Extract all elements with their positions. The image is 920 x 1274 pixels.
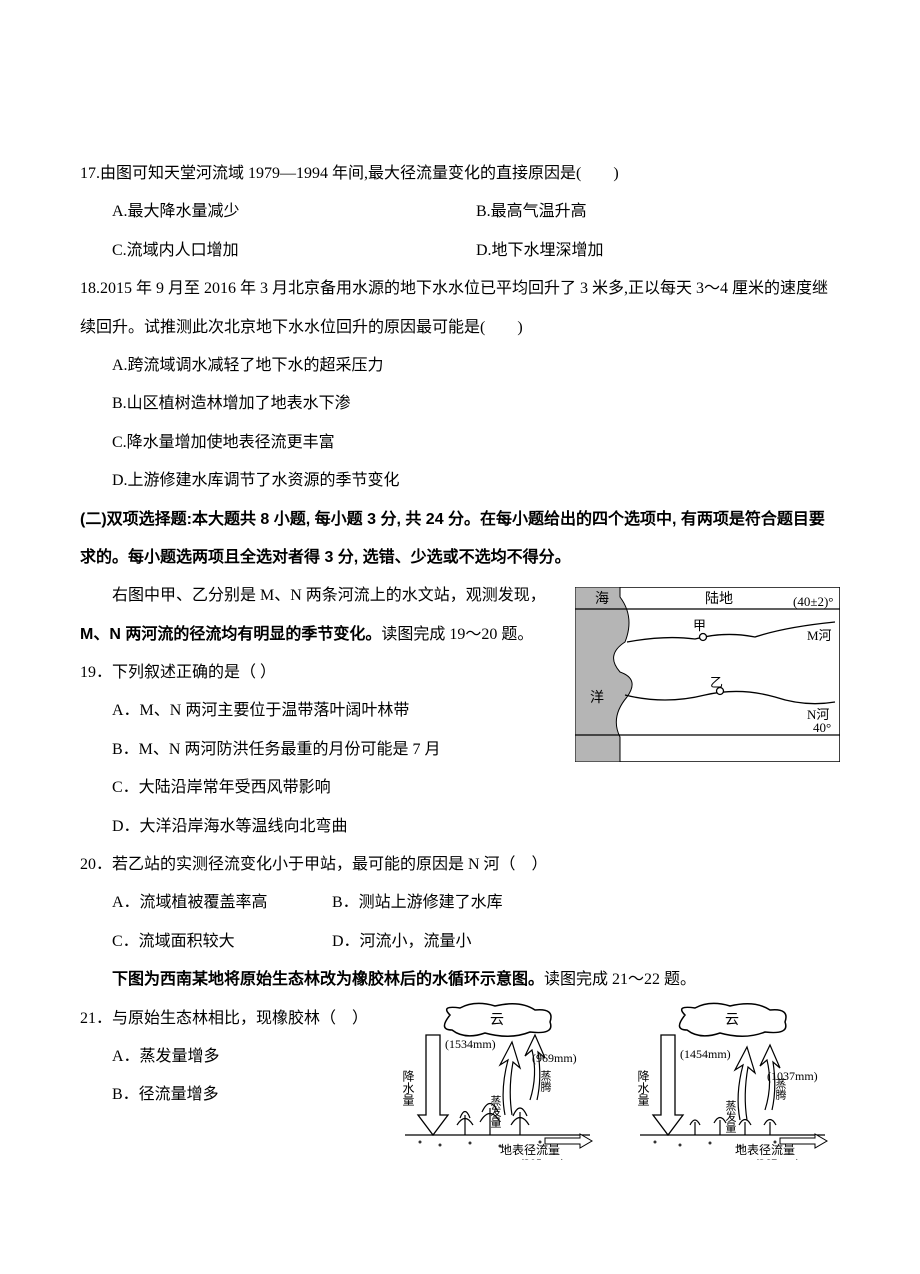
- svg-text:(1037mm): (1037mm): [767, 1069, 818, 1083]
- q17-opt-c: C.流域内人口增加: [112, 232, 476, 270]
- svg-text:地表径流量: 地表径流量: [500, 1143, 560, 1157]
- svg-text:地表径流量: 地表径流量: [735, 1143, 795, 1157]
- svg-text:蒸腾: 蒸腾: [539, 1069, 552, 1092]
- map-yi: 乙: [710, 675, 723, 690]
- q21-opt-a: A．蒸发量增多: [112, 1038, 390, 1076]
- q19-opt-d: D．大洋沿岸海水等温线向北弯曲: [112, 808, 840, 846]
- map-m-river: M河: [807, 628, 832, 643]
- question-18: 18.2015 年 9 月至 2016 年 3 月北京备用水源的地下水水位已平均…: [80, 270, 840, 500]
- svg-text:云: 云: [725, 1013, 739, 1028]
- q17-opt-d: D.地下水埋深增加: [476, 232, 840, 270]
- svg-text:蒸发量: 蒸发量: [489, 1094, 502, 1127]
- q20-options: A．流域植被覆盖率高 B．测站上游修建了水库 C．流域面积较大 D．河流小，流量…: [80, 884, 840, 961]
- q20-opt-d: D．河流小，流量小: [332, 923, 552, 961]
- map-ocean-label: 洋: [590, 690, 604, 706]
- svg-text:(969mm): (969mm): [532, 1051, 577, 1065]
- q18-opt-a: A.跨流域调水减轻了地下水的超采压力: [112, 347, 840, 385]
- q21-text: 21．与原始生态林相比，现橡胶林（ ）: [80, 1000, 390, 1038]
- q19-opt-c: C．大陆沿岸常年受西风带影响: [112, 769, 840, 807]
- question-17: 17.由图可知天堂河流域 1979—1994 年间,最大径流量变化的直接原因是(…: [80, 155, 840, 270]
- svg-text:(205mm): (205mm): [520, 1156, 565, 1160]
- map-diagram: 海 洋 陆地 (40±2)° 40° 甲 乙 M河 N河: [575, 587, 840, 762]
- stem21-plain: 读图完成 21～22 题。: [544, 971, 696, 988]
- q21-options: A．蒸发量增多 B．径流量增多: [80, 1038, 390, 1115]
- stem-19-20-block: 海 洋 陆地 (40±2)° 40° 甲 乙 M河 N河 右图中甲、乙分别是 M…: [80, 577, 840, 846]
- q21-opt-b: B．径流量增多: [112, 1076, 390, 1114]
- map-n-river: N河: [807, 707, 829, 722]
- svg-text:降水量: 降水量: [636, 1069, 650, 1105]
- stem19-plain1: 右图中甲、乙分别是 M、N 两条河流上的水文站，观测发现，: [112, 587, 546, 604]
- stem-21-22: 下图为西南某地将原始生态林改为橡胶林后的水循环示意图。读图完成 21～22 题。: [80, 961, 840, 999]
- svg-text:(267mm): (267mm): [755, 1156, 800, 1160]
- q21-row: 21．与原始生态林相比，现橡胶林（ ） A．蒸发量增多 B．径流量增多 云 降水…: [80, 1000, 840, 1175]
- q17-text: 17.由图可知天堂河流域 1979—1994 年间,最大径流量变化的直接原因是(…: [80, 155, 840, 193]
- q18-text: 18.2015 年 9 月至 2016 年 3 月北京备用水源的地下水水位已平均…: [80, 270, 840, 347]
- q18-opt-d: D.上游修建水库调节了水资源的季节变化: [112, 462, 840, 500]
- stem19-bold: M、N 两河流的径流均有明显的季节变化。: [80, 626, 381, 643]
- svg-text:蒸发量: 蒸发量: [724, 1099, 737, 1132]
- svg-text:(1454mm): (1454mm): [680, 1047, 731, 1061]
- svg-text:(1534mm): (1534mm): [445, 1037, 496, 1051]
- q17-opt-b: B.最高气温升高: [476, 193, 840, 231]
- map-sea-label: 海: [595, 591, 609, 607]
- q18-opt-c: C.降水量增加使地表径流更丰富: [112, 424, 840, 462]
- water-cycle-diagram: 云 降水量 (1534mm) 蒸发量 蒸腾 (969mm): [390, 1000, 840, 1175]
- cycle-svg: 云 降水量 (1534mm) 蒸发量 蒸腾 (969mm): [390, 1000, 840, 1160]
- q20-opt-a: A．流域植被覆盖率高: [112, 884, 332, 922]
- q17-options: A.最大降水量减少 B.最高气温升高 C.流域内人口增加 D.地下水埋深增加: [80, 193, 840, 270]
- q20-text: 20．若乙站的实测径流变化小于甲站，最可能的原因是 N 河（ ）: [80, 846, 840, 884]
- map-land-label: 陆地: [705, 591, 733, 607]
- q18-opt-b: B.山区植树造林增加了地表水下渗: [112, 385, 840, 423]
- section-2-header: (二)双项选择题:本大题共 8 小题, 每小题 3 分, 共 24 分。在每小题…: [80, 501, 840, 578]
- q18-options: A.跨流域调水减轻了地下水的超采压力 B.山区植树造林增加了地表水下渗 C.降水…: [80, 347, 840, 501]
- q20-opt-b: B．测站上游修建了水库: [332, 884, 552, 922]
- svg-text:降水量: 降水量: [401, 1069, 415, 1105]
- question-20: 20．若乙站的实测径流变化小于甲站，最可能的原因是 N 河（ ） A．流域植被覆…: [80, 846, 840, 961]
- map-lat-top: (40±2)°: [793, 594, 834, 609]
- map-jia: 甲: [693, 618, 706, 633]
- question-21: 21．与原始生态林相比，现橡胶林（ ） A．蒸发量增多 B．径流量增多: [80, 1000, 390, 1115]
- stem19-plain2: 读图完成 19～20 题。: [381, 626, 533, 643]
- map-lat-bottom: 40°: [813, 720, 831, 735]
- q17-opt-a: A.最大降水量减少: [112, 193, 476, 231]
- stem21-bold: 下图为西南某地将原始生态林改为橡胶林后的水循环示意图。: [112, 971, 544, 988]
- svg-text:云: 云: [490, 1013, 504, 1028]
- q20-opt-c: C．流域面积较大: [112, 923, 332, 961]
